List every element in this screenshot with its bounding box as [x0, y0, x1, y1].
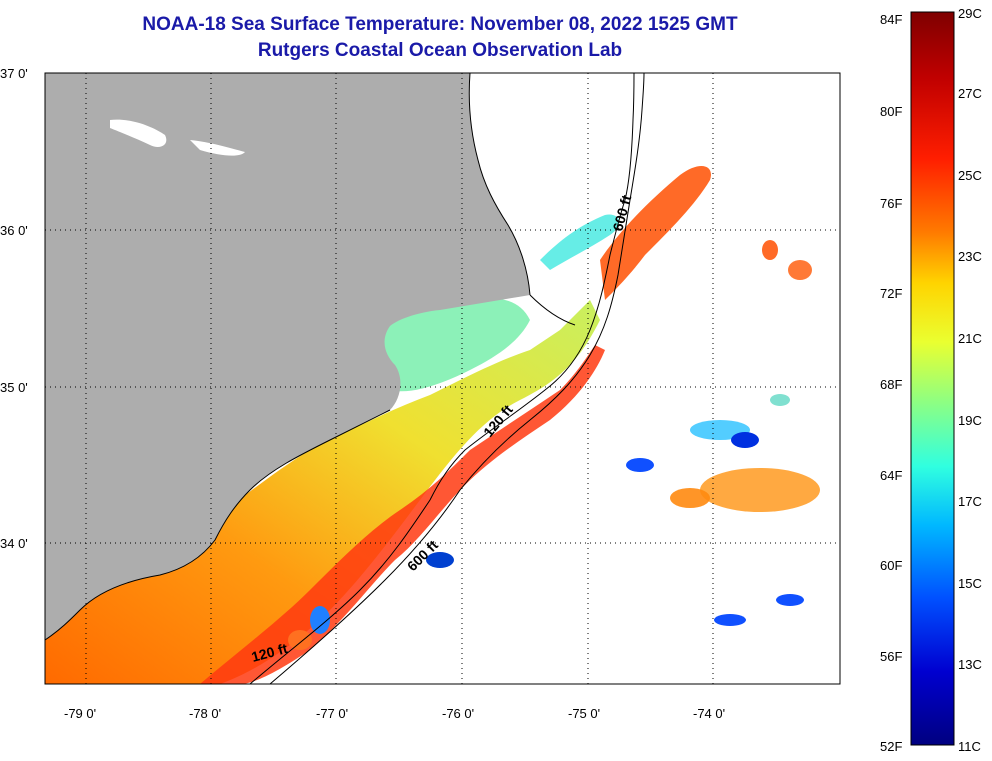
map-title: NOAA-18 Sea Surface Temperature: Novembe… [142, 14, 738, 35]
lon-tick-label: -77 0' [316, 706, 348, 721]
lon-tick-label: -75 0' [568, 706, 600, 721]
cb-c-label: 11C [958, 739, 981, 754]
cb-f-label: 68F [880, 377, 902, 392]
cb-f-label: 80F [880, 104, 902, 119]
sst-pamlico [360, 298, 530, 392]
map-frame [44, 72, 841, 685]
lon-tick-label: -79 0' [64, 706, 96, 721]
lon-axis: -79 0' -78 0' -77 0' -76 0' -75 0' -74 0… [64, 706, 725, 721]
cb-c-label: 25C [958, 168, 982, 183]
cb-c-label: 29C [958, 6, 982, 21]
lat-tick-label: 37 0' [0, 66, 28, 81]
cb-c-label: 15C [958, 576, 982, 591]
lon-tick-label: -76 0' [442, 706, 474, 721]
cb-c-label: 27C [958, 86, 982, 101]
cb-c-label: 19C [958, 413, 982, 428]
lat-tick-label: 34 0' [0, 536, 28, 551]
map-subtitle: Rutgers Coastal Ocean Observation Lab [257, 40, 623, 61]
lat-axis: 37 0' 36 0' 35 0' 34 0' [0, 66, 28, 551]
coastline [45, 73, 576, 641]
river-mask [110, 119, 245, 156]
lon-tick-label: -74 0' [693, 706, 725, 721]
contour-600ft [269, 73, 645, 684]
colorbar-fahrenheit-labels: 84F 80F 76F 72F 68F 64F 60F 56F 52F [880, 12, 902, 754]
cb-f-label: 84F [880, 12, 902, 27]
land-north-carolina [45, 73, 530, 640]
sst-warm-strip [200, 345, 605, 684]
cb-f-label: 64F [880, 468, 902, 483]
sst-cyan-north [540, 214, 620, 270]
colorbar-celsius-labels: 29C 27C 25C 23C 21C 19C 17C 15C 13C 11C [958, 6, 982, 754]
cb-f-label: 60F [880, 558, 902, 573]
cb-f-label: 76F [880, 196, 902, 211]
cb-c-label: 13C [958, 657, 982, 672]
cb-c-label: 17C [958, 494, 982, 509]
cb-f-label: 52F [880, 739, 902, 754]
lon-tick-label: -78 0' [189, 706, 221, 721]
cb-f-label: 72F [880, 286, 902, 301]
cb-c-label: 23C [958, 249, 982, 264]
contour-120ft [249, 73, 635, 684]
cb-f-label: 56F [880, 649, 902, 664]
cb-c-label: 21C [958, 331, 982, 346]
sst-shelf-south [45, 300, 600, 684]
sst-gulfstream [600, 165, 711, 300]
lat-tick-label: 35 0' [0, 380, 28, 395]
lat-tick-label: 36 0' [0, 223, 28, 238]
colorbar [910, 11, 955, 746]
sst-offshore-patches [288, 240, 820, 650]
graticule [45, 73, 840, 684]
